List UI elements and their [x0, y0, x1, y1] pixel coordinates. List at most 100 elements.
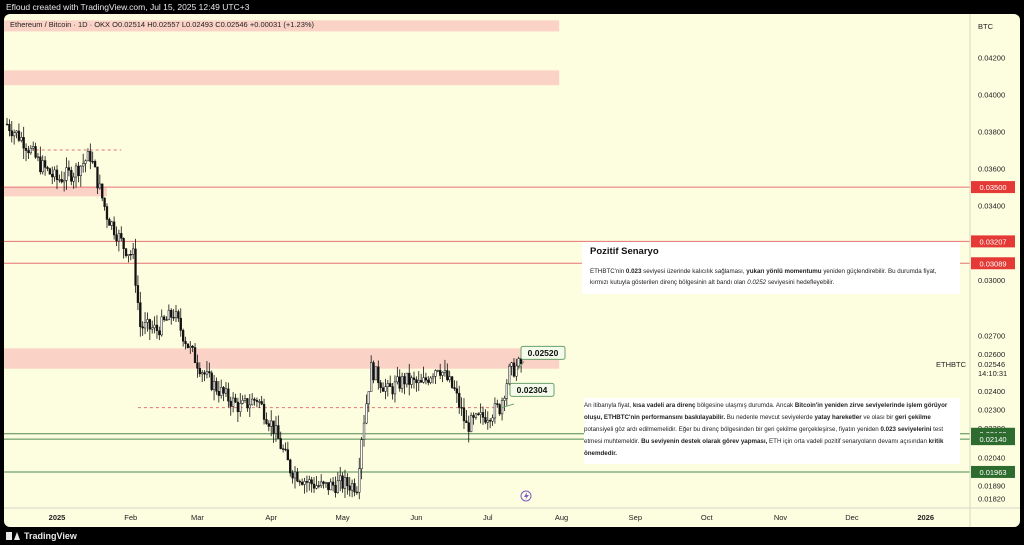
candle[interactable]	[334, 476, 337, 498]
candle[interactable]	[248, 394, 251, 417]
candle[interactable]	[155, 315, 159, 339]
candle[interactable]	[220, 379, 223, 399]
candle[interactable]	[389, 375, 392, 387]
candle[interactable]	[362, 415, 366, 447]
candle[interactable]	[412, 371, 416, 389]
candle[interactable]	[86, 148, 90, 162]
candle[interactable]	[384, 378, 387, 400]
candle[interactable]	[246, 397, 249, 412]
candle[interactable]	[331, 477, 335, 492]
candle[interactable]	[191, 344, 194, 352]
candle[interactable]	[279, 431, 282, 450]
candle[interactable]	[117, 229, 121, 252]
candle[interactable]	[431, 373, 435, 384]
candle[interactable]	[151, 320, 154, 334]
candle[interactable]	[367, 391, 370, 413]
candle[interactable]	[403, 373, 406, 395]
candle[interactable]	[62, 171, 66, 192]
candle[interactable]	[510, 361, 513, 376]
candle[interactable]	[417, 371, 420, 392]
candle[interactable]	[222, 385, 225, 402]
candle[interactable]	[346, 473, 349, 495]
candle[interactable]	[17, 123, 21, 143]
candle[interactable]	[329, 478, 332, 491]
candle[interactable]	[239, 393, 242, 417]
candle[interactable]	[469, 412, 473, 433]
support-price-tag-1[interactable]: 0.02140	[971, 433, 1015, 446]
candle[interactable]	[208, 362, 211, 378]
candle[interactable]	[77, 161, 80, 183]
candle[interactable]	[317, 480, 320, 489]
candle[interactable]	[203, 370, 206, 382]
candle[interactable]	[386, 380, 389, 397]
candle[interactable]	[132, 243, 135, 260]
candle[interactable]	[427, 376, 430, 386]
candle[interactable]	[120, 226, 123, 242]
candle[interactable]	[32, 141, 35, 151]
candle[interactable]	[439, 363, 442, 380]
candle[interactable]	[103, 197, 106, 211]
candle[interactable]	[8, 119, 11, 137]
candle[interactable]	[365, 394, 368, 425]
candle[interactable]	[472, 412, 475, 425]
candle[interactable]	[448, 370, 451, 383]
candle[interactable]	[153, 316, 156, 334]
candle[interactable]	[465, 409, 468, 423]
candle[interactable]	[158, 326, 161, 341]
candle[interactable]	[434, 369, 437, 385]
candle[interactable]	[379, 379, 382, 394]
candle[interactable]	[289, 458, 292, 477]
candle[interactable]	[139, 291, 142, 337]
candle[interactable]	[322, 480, 325, 489]
candle[interactable]	[493, 397, 497, 424]
candle[interactable]	[291, 470, 294, 484]
candle[interactable]	[243, 394, 247, 403]
candle[interactable]	[327, 482, 330, 495]
candle[interactable]	[284, 442, 287, 452]
candle[interactable]	[15, 130, 18, 139]
candle[interactable]	[505, 379, 508, 406]
candle[interactable]	[29, 145, 32, 155]
candle[interactable]	[181, 328, 185, 347]
candle[interactable]	[498, 403, 501, 416]
candle[interactable]	[503, 395, 506, 412]
candle[interactable]	[315, 475, 318, 490]
candle[interactable]	[236, 397, 240, 423]
candle[interactable]	[512, 358, 516, 378]
candle[interactable]	[381, 382, 385, 392]
candle[interactable]	[355, 486, 359, 495]
candle[interactable]	[481, 406, 485, 425]
candle[interactable]	[477, 412, 480, 416]
candle[interactable]	[224, 382, 228, 397]
candle[interactable]	[251, 393, 254, 406]
candle[interactable]	[500, 397, 504, 421]
candle[interactable]	[462, 398, 466, 429]
candle[interactable]	[148, 318, 151, 341]
candle[interactable]	[27, 145, 30, 159]
candle[interactable]	[43, 156, 47, 176]
candle[interactable]	[396, 366, 399, 385]
candle[interactable]	[134, 238, 137, 293]
candle[interactable]	[429, 376, 432, 385]
candle[interactable]	[455, 380, 458, 403]
candle[interactable]	[41, 155, 44, 175]
candle[interactable]	[174, 304, 178, 322]
candle[interactable]	[446, 363, 449, 382]
candle[interactable]	[293, 466, 297, 489]
candle[interactable]	[360, 436, 363, 480]
candle[interactable]	[517, 356, 520, 369]
candle[interactable]	[298, 479, 301, 486]
candle[interactable]	[484, 409, 487, 425]
lightning-icon[interactable]	[520, 490, 532, 502]
resistance-price-tag-0[interactable]: 0.03500	[971, 181, 1015, 194]
candle[interactable]	[165, 316, 168, 321]
candle[interactable]	[65, 157, 68, 190]
candle[interactable]	[36, 152, 40, 162]
candle[interactable]	[179, 308, 182, 337]
candle[interactable]	[196, 354, 199, 378]
candle[interactable]	[479, 403, 482, 424]
candle[interactable]	[270, 410, 273, 437]
candle[interactable]	[217, 381, 220, 403]
candle[interactable]	[253, 397, 256, 406]
candle[interactable]	[408, 363, 411, 396]
